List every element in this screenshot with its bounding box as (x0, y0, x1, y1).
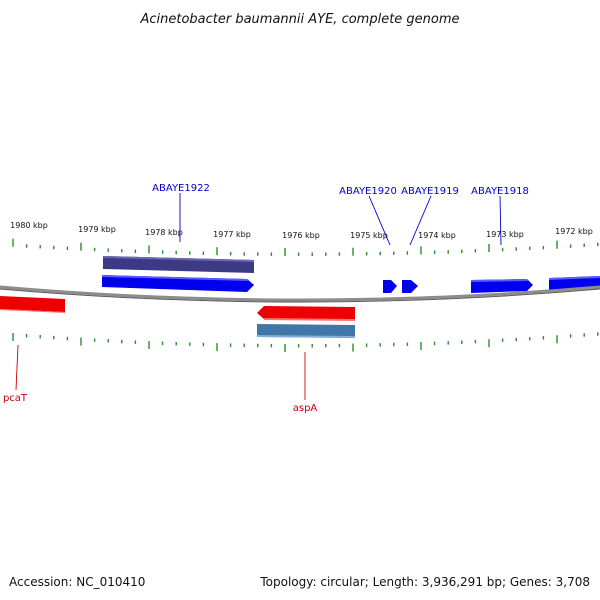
scale-ticks-bottom (12, 332, 599, 352)
scale-label: 1979 kbp (78, 225, 116, 234)
gene-arrow-pcat (0, 296, 65, 312)
scale-label: 1976 kbp (282, 231, 320, 240)
cds-feature-highlight (103, 256, 254, 262)
scale-label: 1975 kbp (350, 231, 388, 240)
gene-label-abaye1922: ABAYE1922 (152, 183, 210, 194)
gene-label-abaye1918: ABAYE1918 (471, 186, 529, 197)
gene-highlight (0, 309, 65, 313)
gene-arrow-abaye1919 (402, 280, 418, 293)
scale-label: 1977 kbp (213, 230, 251, 239)
forward-gene-labels: ABAYE1922 ABAYE1920 ABAYE1919 ABAYE1918 (152, 183, 529, 197)
gene-arrow-abaye1920 (383, 280, 397, 293)
leader-line (368, 195, 391, 246)
gene-label-aspa: aspA (293, 403, 318, 414)
forward-cds-track (103, 256, 254, 273)
scale-label: 1974 kbp (418, 231, 456, 240)
scale-ticks-top (12, 238, 599, 256)
genome-backbone (0, 285, 600, 302)
map-title: Acinetobacter baumannii AYE, complete ge… (139, 12, 459, 27)
gene-highlight (471, 279, 528, 282)
gene-label-pcat: pcaT (3, 393, 28, 404)
gene-arrow-abaye1918 (471, 279, 533, 293)
scale-label: 1980 kbp (10, 221, 48, 230)
reverse-cds-track (257, 324, 355, 338)
gene-label-abaye1919: ABAYE1919 (401, 186, 459, 197)
reverse-label-leaders (15, 344, 306, 400)
scale-labels: 1980 kbp 1979 kbp 1978 kbp 1977 kbp 1976… (10, 221, 593, 240)
gene-arrow-aspa (257, 306, 355, 320)
forward-gene-track (102, 275, 600, 293)
accession-label: Accession: NC_010410 (9, 575, 145, 589)
gene-highlight (102, 275, 248, 281)
scale-label: 1973 kbp (486, 230, 524, 239)
leader-line (409, 195, 432, 246)
forward-label-leaders (179, 193, 502, 246)
cds-feature (257, 324, 355, 338)
scale-label: 1978 kbp (145, 228, 183, 237)
scale-label: 1972 kbp (555, 227, 593, 236)
gene-highlight (549, 276, 600, 280)
leader-line (499, 195, 502, 246)
cds-feature-highlight (257, 335, 355, 338)
leader-line (15, 344, 19, 391)
reverse-gene-track (0, 296, 355, 321)
genome-backbone-shadow (0, 288, 600, 303)
genome-stats: Topology: circular; Length: 3,936,291 bp… (259, 575, 590, 589)
reverse-gene-labels: pcaT aspA (3, 393, 317, 414)
gene-label-abaye1920: ABAYE1920 (339, 186, 397, 197)
gene-highlight (264, 318, 355, 321)
